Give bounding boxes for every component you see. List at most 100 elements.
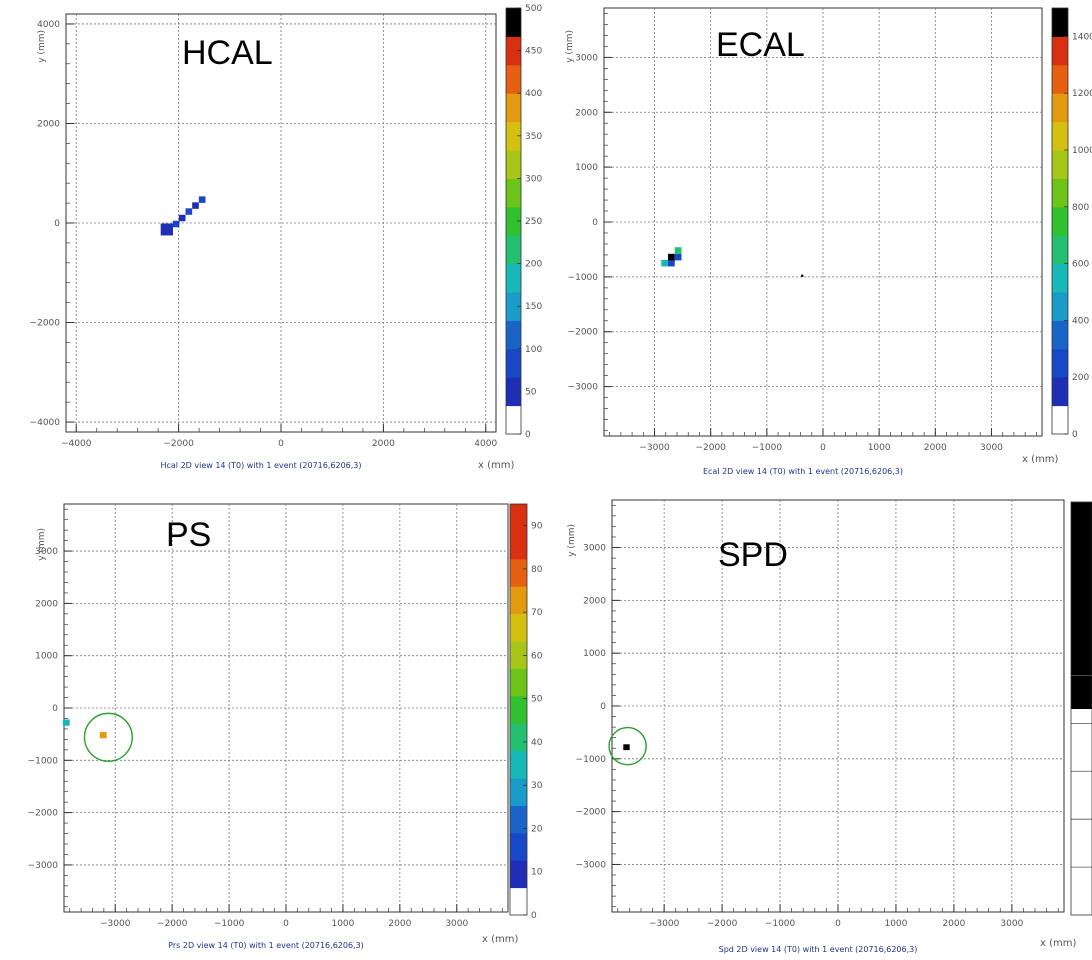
colorbar-tick-label: 250: [525, 217, 542, 227]
x-tick-label: −2000: [695, 443, 726, 453]
x-tick-label: −2000: [163, 439, 194, 449]
x-axis-label: x (mm): [482, 934, 518, 945]
highlight-circle: [83, 712, 134, 762]
colorbar-segment: [510, 887, 527, 916]
colorbar-segment: [506, 405, 521, 435]
panel-ps: −3000 −2000 −1000 0 1000 2000 3000−3000−2000−1…: [28, 503, 543, 950]
colorbar-segment: [1052, 8, 1068, 37]
y-tick-label: −2000: [568, 328, 599, 338]
y-tick-label: −2000: [30, 319, 61, 329]
highlight-circle: [608, 726, 647, 766]
x-tick-label: −1000: [752, 443, 783, 453]
x-tick-label: 0: [278, 439, 284, 449]
colorbar-segment: [510, 668, 527, 697]
x-tick-label: 1000: [331, 919, 354, 929]
x-axis-label: x (mm): [1022, 454, 1058, 465]
panel-title: HCAL: [182, 34, 273, 72]
x-tick-label: 3000: [445, 919, 468, 929]
colorbar-tick-label: 1000: [1072, 146, 1092, 156]
colorbar-segment: [1052, 36, 1068, 66]
colorbar-segment: [510, 805, 527, 834]
x-tick-label: 2000: [388, 919, 411, 929]
hit-cell: [674, 247, 682, 254]
colorbar-tick-label: 80: [531, 565, 543, 575]
colorbar-segment: [506, 206, 521, 236]
colorbar-segment: [506, 320, 521, 350]
hit-cell: [801, 274, 804, 277]
y-tick-label: 0: [600, 702, 606, 712]
hit-cell: [623, 744, 630, 751]
x-tick-label: 0: [283, 919, 289, 929]
colorbar-segment: [1071, 502, 1092, 676]
colorbar-tick-label: 800: [1072, 203, 1089, 213]
colorbar-frame: [1051, 7, 1069, 435]
colorbar-tick-label: 60: [531, 651, 543, 661]
panel-caption: Hcal 2D view 14 (T0) with 1 event (20716…: [160, 461, 361, 470]
colorbar-segment: [1052, 178, 1068, 208]
y-tick-label: −3000: [568, 383, 599, 393]
colorbar-segment: [1052, 320, 1068, 350]
colorbar-tick-label: 200: [525, 260, 542, 270]
colorbar-segment: [510, 778, 527, 806]
y-tick-label: −2000: [28, 809, 59, 819]
y-tick-label: 2000: [575, 108, 598, 118]
y-tick-label: 3000: [575, 53, 598, 63]
x-tick-label: 3000: [980, 443, 1003, 453]
colorbar-segment: [506, 263, 521, 293]
colorbar-tick-label: 350: [525, 132, 542, 142]
x-tick-label: −1000: [214, 919, 245, 929]
colorbar-segment: [506, 178, 521, 208]
x-tick-label: −4000: [61, 439, 92, 449]
hit-cell: [674, 253, 682, 261]
hit-cell: [668, 253, 675, 261]
x-tick-label: −2000: [707, 919, 738, 929]
y-tick-label: 2000: [35, 599, 58, 609]
colorbar-tick-label: 400: [1072, 316, 1089, 326]
colorbar-segment: [506, 93, 521, 123]
colorbar-segment: [506, 64, 521, 94]
colorbar-tick-label: 20: [531, 824, 543, 834]
x-tick-label: −3000: [639, 443, 670, 453]
y-tick-label: −3000: [576, 860, 607, 870]
colorbar-segment: [1052, 206, 1068, 236]
colorbar-segment: [1071, 708, 1092, 916]
y-tick-label: −1000: [576, 755, 607, 765]
panel-caption: Prs 2D view 14 (T0) with 1 event (20716,…: [168, 941, 364, 950]
colorbar-segment: [510, 586, 527, 615]
y-tick-label: 3000: [583, 544, 606, 554]
colorbar-segment: [1052, 150, 1068, 179]
colorbar-segment: [1052, 263, 1068, 293]
colorbar-segment: [510, 558, 527, 587]
colorbar-frame: [509, 503, 528, 916]
colorbar-segment: [510, 504, 527, 532]
hit-cell: [160, 223, 173, 236]
y-tick-label: 0: [54, 219, 60, 229]
colorbar-frame: [1070, 501, 1092, 916]
colorbar-tick-label: 1200: [1072, 89, 1092, 99]
colorbar-segment: [506, 235, 521, 265]
hit-cell: [192, 202, 199, 209]
colorbar-tick-label: 50: [525, 387, 537, 397]
panel-title: PS: [166, 516, 211, 554]
y-tick-label: 0: [52, 704, 58, 714]
x-axis-label: x (mm): [478, 460, 514, 471]
hit-cell: [172, 220, 180, 228]
colorbar-segment: [510, 832, 527, 861]
x-tick-label: 2000: [942, 919, 965, 929]
colorbar-segment: [510, 750, 527, 779]
colorbar-segment: [1052, 235, 1068, 265]
colorbar-tick-label: 90: [531, 522, 543, 532]
colorbar-tick-label: 200: [1072, 373, 1089, 383]
x-tick-label: 1000: [884, 919, 907, 929]
colorbar-segment: [510, 613, 527, 642]
x-tick-label: 0: [820, 443, 826, 453]
colorbar-tick-label: 1400: [1072, 32, 1092, 42]
y-tick-label: −4000: [30, 418, 61, 428]
colorbar-tick-label: 600: [1072, 260, 1089, 270]
y-tick-label: 2000: [37, 119, 60, 129]
colorbar-segment: [510, 531, 527, 560]
y-axis-label: y (mm): [567, 524, 577, 557]
hit-cell: [185, 208, 193, 215]
colorbar-tick-label: 30: [531, 781, 543, 791]
